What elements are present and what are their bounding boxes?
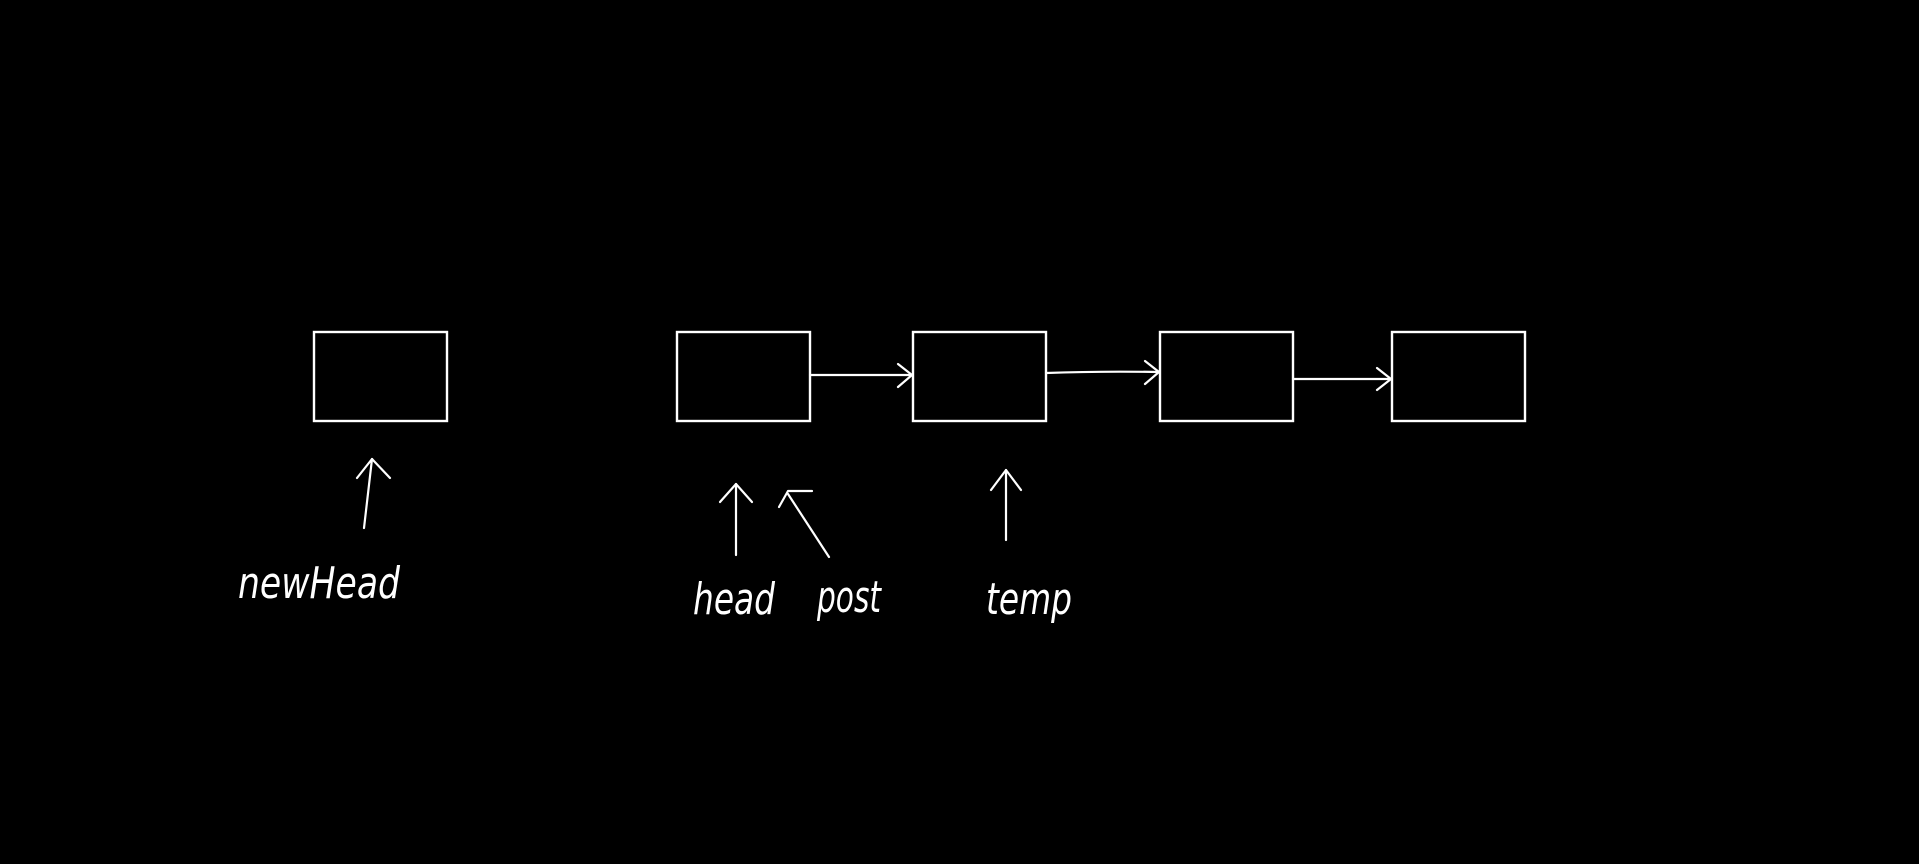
label-head: head — [693, 574, 776, 625]
list-node-new-head — [312, 330, 449, 423]
pointer-arrow-temp — [989, 468, 1023, 542]
pointer-arrow-new-head — [355, 457, 392, 530]
list-node-2 — [911, 330, 1048, 423]
list-node-4 — [1390, 330, 1527, 423]
list-node-3 — [1158, 330, 1295, 423]
pointer-arrow-post — [777, 489, 831, 559]
label-new-head: newHead — [238, 558, 401, 609]
link-arrow-1-2 — [808, 362, 914, 389]
link-arrow-2-3 — [1044, 359, 1161, 386]
label-post: post — [816, 572, 882, 623]
label-temp: temp — [986, 574, 1072, 625]
pointer-arrow-head — [718, 482, 754, 557]
link-arrow-3-4 — [1291, 366, 1393, 392]
list-node-1 — [675, 330, 812, 423]
